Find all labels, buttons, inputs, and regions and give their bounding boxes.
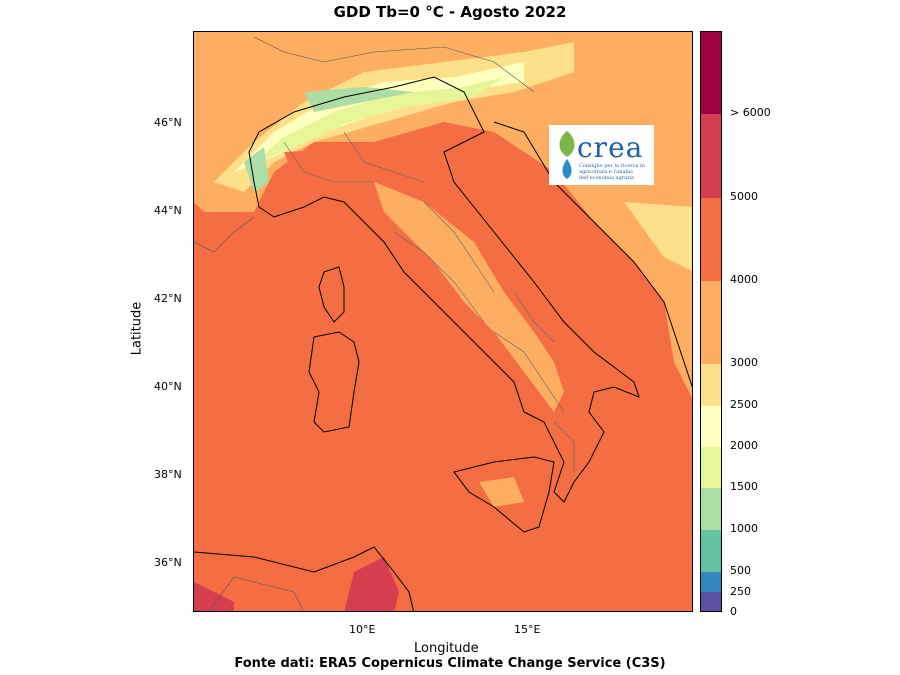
colorbar-segment-5000-6000	[701, 114, 721, 198]
gdd-class-3000-4000-apennines	[374, 182, 564, 412]
colorbar-label-5000: 5000	[730, 190, 758, 203]
map-title: GDD Tb=0 °C - Agosto 2022	[333, 3, 567, 21]
colorbar-segment-2500-3000	[701, 364, 721, 406]
x-axis-title: Longitude	[414, 641, 479, 656]
ytick-44: 44°N	[154, 204, 182, 217]
italy-outline	[248, 76, 640, 503]
colorbar-label-2500: 2500	[730, 398, 758, 411]
colorbar-label-0: 0	[730, 605, 737, 618]
ytick-40: 40°N	[154, 380, 182, 393]
colorbar-segment-4000-5000	[701, 198, 721, 281]
crea-logo-subtitle: Consiglio per la ricerca in agricoltura …	[579, 163, 645, 181]
sicily-outline	[453, 456, 555, 533]
gdd-class-4000-5000-po-valley	[284, 137, 494, 177]
country-borders	[194, 36, 535, 611]
colorbar-segment-0-250	[701, 592, 721, 611]
crea-logo: crea Consiglio per la ricerca in agricol…	[549, 125, 654, 185]
ytick-42: 42°N	[154, 292, 182, 305]
colorbar-segment-250-500	[701, 572, 721, 592]
colorbar-segment-1500-2000	[701, 447, 721, 488]
map-plot-area[interactable]	[193, 31, 693, 612]
colorbar-label-6000: > 6000	[730, 106, 771, 119]
xtick-10: 10°E	[349, 623, 376, 636]
colorbar-segment-3000-4000	[701, 281, 721, 364]
crea-logo-word: crea	[577, 131, 644, 164]
crea-leaf-drop-icon	[559, 131, 575, 179]
africa-coast	[194, 546, 415, 611]
gdd-class-1500-2000-alps	[249, 77, 504, 167]
colorbar-label-1000: 1000	[730, 522, 758, 535]
balkan-coast	[493, 121, 692, 388]
data-source-caption: Fonte dati: ERA5 Copernicus Climate Chan…	[234, 656, 666, 671]
colorbar-label-250: 250	[730, 585, 751, 598]
coastlines	[194, 76, 692, 611]
gdd-map	[194, 32, 692, 611]
corsica-outline	[318, 266, 345, 323]
colorbar-label-3000: 3000	[730, 356, 758, 369]
colorbar-label-4000: 4000	[730, 273, 758, 286]
ytick-36: 36°N	[154, 556, 182, 569]
sardinia-outline	[308, 331, 360, 433]
colorbar-segment-above-6000	[701, 32, 721, 114]
regional-borders	[283, 131, 575, 472]
xtick-15: 15°E	[514, 623, 541, 636]
colorbar-segment-1000-1500	[701, 488, 721, 530]
gdd-class-2500-3000-balkans	[624, 202, 692, 271]
ytick-46: 46°N	[154, 116, 182, 129]
colorbar-label-500: 500	[730, 564, 751, 577]
colorbar-label-1500: 1500	[730, 480, 758, 493]
gdd-class-5000-6000-algeria	[194, 582, 234, 611]
colorbar-segment-2000-2500	[701, 406, 721, 447]
gdd-class-5000-6000-tunisia	[344, 557, 399, 611]
y-axis-title: Latitude	[129, 301, 145, 356]
gdd-class-3000-4000-balkans	[634, 262, 692, 398]
colorbar-label-2000: 2000	[730, 439, 758, 452]
gdd-class-1000-1500-alps	[304, 87, 414, 112]
colorbar	[700, 31, 722, 612]
ytick-38: 38°N	[154, 468, 182, 481]
colorbar-segment-500-1000	[701, 530, 721, 572]
gdd-class-3000-4000-sicily	[479, 477, 524, 507]
